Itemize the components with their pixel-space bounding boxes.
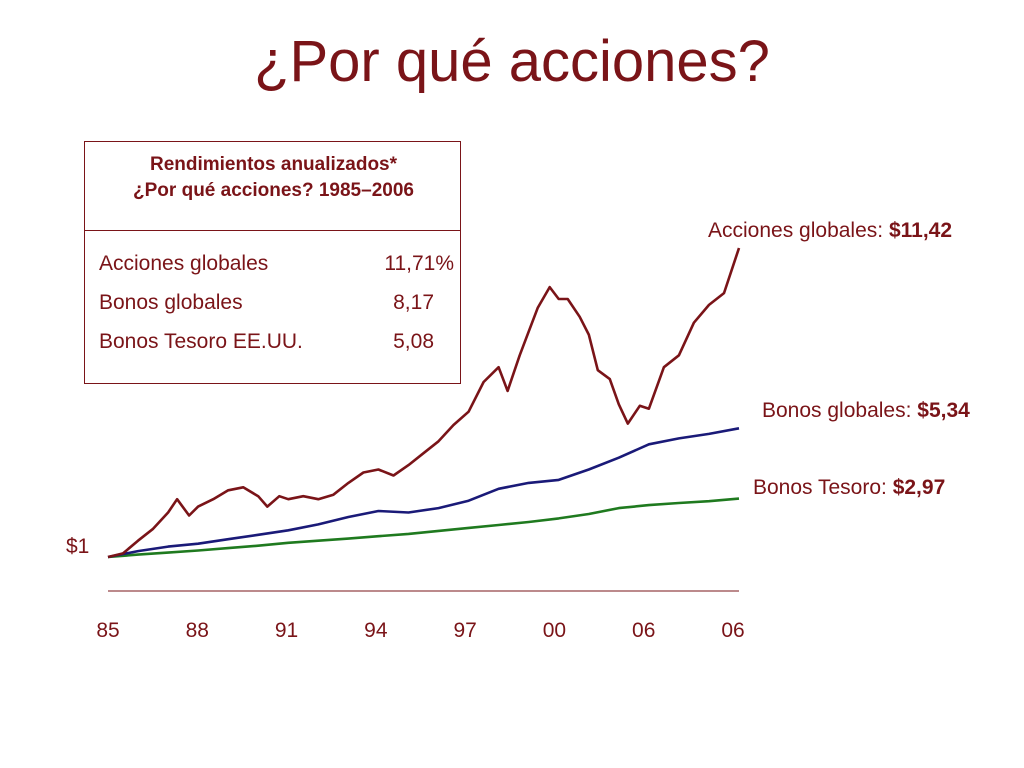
- end-label-value: $11,42: [888, 219, 953, 242]
- returns-row-label: Bonos Tesoro EE.UU.: [99, 330, 303, 353]
- returns-row-label: Bonos globales: [99, 291, 243, 314]
- series-line-global-bonds: [107, 427, 740, 559]
- x-tick-label: 06: [632, 619, 656, 642]
- returns-row-label: Acciones globales: [99, 252, 269, 275]
- x-tick-label: 06: [721, 619, 745, 642]
- returns-row-value: 11,71%: [384, 252, 454, 275]
- x-tick-label: 91: [274, 619, 299, 642]
- end-label-prefix: Bonos globales:: [762, 399, 918, 422]
- returns-row-value: 5,08: [393, 330, 434, 353]
- x-tick-label: 88: [185, 619, 209, 642]
- end-label-global-bonds: Bonos globales: $5,34: [762, 398, 970, 424]
- series-line-stocks: [107, 247, 741, 559]
- end-label-global-stocks: Acciones globales: $11,42: [708, 218, 952, 244]
- end-label-prefix: Acciones globales:: [708, 219, 889, 242]
- x-tick-label: 97: [453, 619, 477, 642]
- end-label-treasury: Bonos Tesoro: $2,97: [753, 475, 945, 501]
- x-tick-label: 85: [96, 619, 120, 642]
- start-value-label: $1: [66, 535, 90, 558]
- end-label-prefix: Bonos Tesoro:: [753, 476, 893, 499]
- returns-row-global-stocks: Acciones globales 11,71%: [99, 249, 454, 279]
- returns-row-value: 8,17: [393, 291, 434, 314]
- returns-box-header: Rendimientos anualizados* ¿Por qué accio…: [85, 152, 462, 204]
- returns-box-header-line1: Rendimientos anualizados*: [149, 154, 398, 175]
- returns-box-header-line2: ¿Por qué acciones? 1985–2006: [133, 180, 414, 201]
- series-line-treasury: [107, 497, 740, 559]
- end-label-value: $2,97: [892, 476, 946, 499]
- end-label-value: $5,34: [917, 399, 970, 422]
- x-tick-label: 00: [542, 619, 567, 642]
- slide-title: ¿Por qué acciones?: [254, 29, 770, 94]
- returns-row-global-bonds: Bonos globales 8,17: [99, 288, 454, 318]
- returns-row-treasury: Bonos Tesoro EE.UU. 5,08: [99, 327, 454, 357]
- x-tick-label: 94: [364, 619, 388, 642]
- returns-summary-box: Rendimientos anualizados* ¿Por qué accio…: [84, 141, 461, 384]
- returns-box-divider: [85, 230, 460, 231]
